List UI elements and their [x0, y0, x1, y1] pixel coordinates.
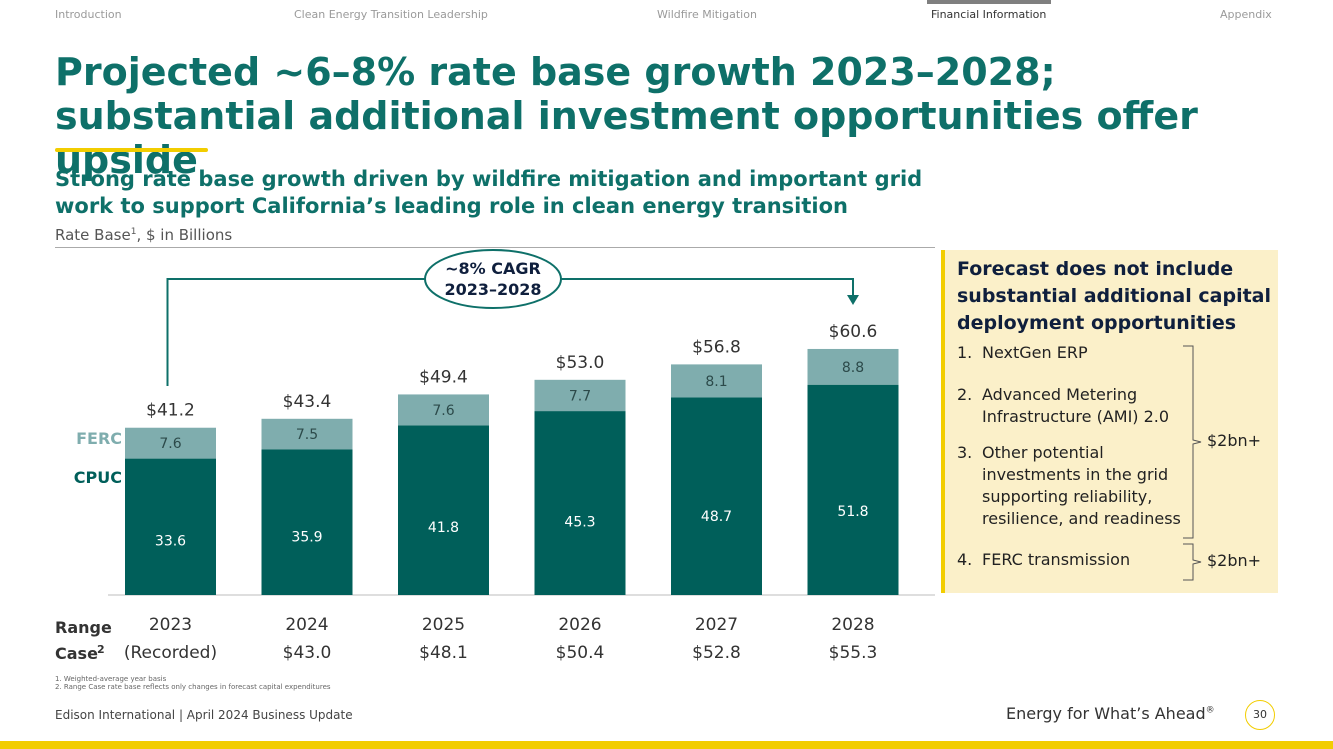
- bar-ferc: [534, 379, 626, 412]
- list-item-text: NextGen ERP: [982, 343, 1088, 362]
- bar-ferc: [671, 364, 762, 398]
- brace-group-2: [1183, 543, 1202, 581]
- section-nav: Introduction Clean Energy Transition Lea…: [0, 0, 1333, 26]
- bar-cpuc: [807, 384, 899, 595]
- cagr-label-line-1: ~8% CAGR: [445, 259, 541, 278]
- cpuc-value-label: 48.7: [701, 509, 732, 525]
- total-value-label: $53.0: [556, 353, 605, 373]
- cpuc-value-label: 33.6: [155, 533, 186, 549]
- bar-cpuc: [534, 411, 626, 595]
- x-tick-label: 2026: [558, 615, 601, 635]
- units-suffix: , $ in Billions: [136, 226, 233, 244]
- nav-item-appendix[interactable]: Appendix: [1220, 8, 1272, 21]
- list-item-number: 4.: [957, 550, 973, 569]
- bar-ferc: [125, 427, 216, 459]
- brace-label-2: $2bn+: [1207, 551, 1262, 570]
- total-value-label: $41.2: [146, 401, 195, 421]
- cpuc-value-label: 51.8: [837, 504, 868, 520]
- range-case-value: (Recorded): [124, 643, 217, 663]
- series-label-cpuc: CPUC: [74, 468, 122, 487]
- list-item-text: FERC transmission: [982, 550, 1131, 569]
- ferc-value-label: 8.8: [842, 360, 864, 376]
- footer-tagline: Energy for What’s Ahead®: [1006, 704, 1215, 723]
- nav-item-clean-energy[interactable]: Clean Energy Transition Leadership: [294, 8, 488, 21]
- rate-base-chart: 33.6 7.6 $41.2 2023 (Recorded) 35.9 7.5 $43.4 20…: [55, 249, 935, 663]
- range-case-value: $50.4: [556, 643, 605, 663]
- brace-label-1: $2bn+: [1207, 431, 1262, 450]
- range-case-value: $52.8: [692, 643, 741, 663]
- range-case-value: $43.0: [283, 643, 332, 663]
- list-item-text: Other potential investments in the grid …: [982, 443, 1181, 528]
- cagr-ellipse: [424, 249, 562, 309]
- bar-cpuc: [261, 449, 353, 595]
- range-case-label-1: Range: [55, 618, 112, 637]
- ferc-value-label: 7.7: [569, 388, 591, 404]
- list-item-number: 1.: [957, 343, 973, 362]
- x-tick-label: 2028: [831, 615, 874, 635]
- callout-box: Forecast does not include substantial ad…: [941, 250, 1278, 593]
- range-case-value: $55.3: [829, 643, 878, 663]
- nav-item-wildfire[interactable]: Wildfire Mitigation: [657, 8, 757, 21]
- list-item-text: Advanced Metering Infrastructure (AMI) 2…: [982, 385, 1170, 426]
- cagr-label-line-2: 2023–2028: [444, 280, 541, 299]
- footnote-1: 1. Weighted-average year basis: [55, 675, 167, 683]
- ferc-value-label: 7.5: [296, 427, 318, 443]
- units-text: Rate Base: [55, 226, 131, 244]
- chart-units-label: Rate Base1, $ in Billions: [55, 226, 232, 244]
- bar-cpuc: [671, 397, 762, 595]
- ferc-value-label: 7.6: [159, 436, 181, 452]
- range-case-footnote-ref: 2: [97, 643, 105, 656]
- nav-active-indicator: [927, 0, 1051, 4]
- bar-ferc: [807, 348, 899, 385]
- x-tick-label: 2023: [149, 615, 192, 635]
- registered-mark: ®: [1205, 705, 1215, 716]
- page-number: 30: [1245, 700, 1275, 730]
- brace-graphics: [1183, 345, 1202, 581]
- chart-headline: Strong rate base growth driven by wildfi…: [55, 167, 923, 218]
- bottom-accent-bar: [0, 741, 1333, 749]
- cagr-arrow-head: [847, 295, 859, 305]
- range-case-label-2: Case: [55, 644, 98, 663]
- total-value-label: $60.6: [829, 322, 878, 342]
- total-value-label: $43.4: [283, 392, 332, 412]
- ferc-value-label: 8.1: [705, 374, 727, 390]
- x-tick-label: 2024: [285, 615, 328, 635]
- total-value-label: $56.8: [692, 337, 741, 357]
- bar-ferc: [398, 394, 489, 426]
- bar-cpuc: [125, 458, 216, 595]
- series-label-ferc: FERC: [76, 429, 122, 448]
- ferc-value-label: 7.6: [432, 403, 454, 419]
- page-title: Projected ~6–8% rate base growth 2023–20…: [55, 50, 1198, 182]
- tagline-text: Energy for What’s Ahead: [1006, 704, 1206, 723]
- list-item-number: 3.: [957, 443, 973, 462]
- list-item-number: 2.: [957, 385, 973, 404]
- total-value-label: $49.4: [419, 367, 468, 387]
- brace-group-1: [1183, 345, 1202, 539]
- x-tick-label: 2025: [422, 615, 465, 635]
- footnote-2: 2. Range Case rate base reflects only ch…: [55, 683, 331, 691]
- cpuc-value-label: 45.3: [564, 514, 595, 530]
- bar-ferc: [261, 418, 353, 450]
- nav-item-financial[interactable]: Financial Information: [931, 8, 1047, 21]
- title-underline: [55, 148, 208, 152]
- footer-company-date: Edison International | April 2024 Busine…: [55, 708, 353, 722]
- nav-item-introduction[interactable]: Introduction: [55, 8, 122, 21]
- units-footnote-ref: 1: [130, 227, 137, 237]
- range-case-value: $48.1: [419, 643, 468, 663]
- cpuc-value-label: 35.9: [291, 530, 322, 546]
- callout-title: Forecast does not include substantial ad…: [957, 258, 1271, 334]
- cpuc-value-label: 41.8: [428, 520, 459, 536]
- separator-line: [55, 247, 935, 248]
- x-tick-label: 2027: [695, 615, 738, 635]
- bar-cpuc: [398, 425, 489, 595]
- footnotes: 1. Weighted-average year basis 2. Range …: [55, 675, 331, 691]
